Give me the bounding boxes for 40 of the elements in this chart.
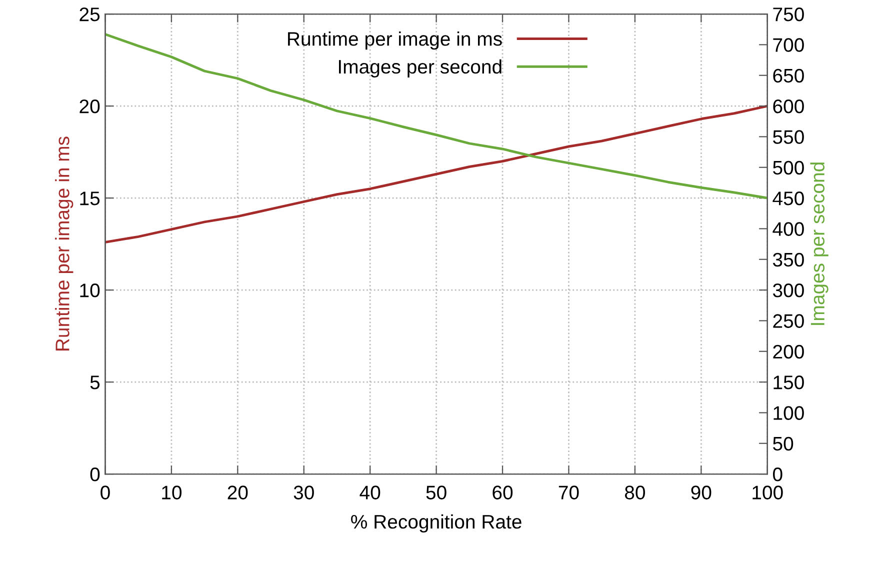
line-series [105, 33, 768, 200]
y2-tick-label: 400 [772, 222, 804, 236]
y2-tick-label: 650 [773, 68, 804, 83]
y-tick-label: 0 [90, 468, 100, 482]
y2-tick-label: 350 [772, 252, 804, 267]
legend-label: Images per second [338, 59, 502, 78]
x-tick-label: 60 [492, 486, 513, 500]
y2-tick-label: 100 [774, 406, 804, 420]
y2-tick-label: 500 [773, 160, 804, 175]
x-tick-label: 40 [360, 486, 380, 500]
y2-tick-label: 700 [773, 38, 804, 52]
x-tick-label: 70 [558, 486, 579, 500]
y2-tick-label: 200 [773, 344, 804, 359]
line-series [105, 104, 768, 244]
legend-label: Runtime per image in ms [288, 32, 502, 50]
y-tick-label: 10 [80, 284, 100, 298]
y2-tick-label: 550 [773, 130, 804, 144]
y-tick-label: 20 [80, 99, 100, 114]
y-axis-title: Runtime per image in ms [55, 136, 74, 350]
y-tick-label: 25 [80, 7, 100, 22]
x-axis-title: % Recognition Rate [351, 514, 522, 533]
x-tick-label: 10 [162, 486, 182, 500]
x-tick-label: 0 [100, 486, 110, 500]
y2-axis-title: Images per second [810, 162, 828, 325]
x-tick-label: 50 [426, 486, 446, 500]
y2-tick-label: 450 [772, 192, 804, 206]
y2-tick-label: 150 [774, 376, 804, 390]
x-tick-label: 20 [228, 486, 248, 500]
x-tick-label: 30 [294, 486, 314, 500]
y2-tick-label: 600 [773, 99, 804, 114]
y-tick-label: 5 [90, 376, 100, 390]
y-tick-label: 15 [80, 192, 100, 206]
x-tick-label: 90 [691, 486, 712, 500]
y2-tick-label: 300 [772, 284, 804, 298]
x-tick-label: 80 [624, 486, 646, 500]
y2-tick-label: 250 [773, 314, 804, 328]
y2-tick-label: 750 [773, 7, 804, 22]
y2-tick-label: 0 [772, 468, 782, 482]
y2-tick-label: 50 [773, 436, 794, 451]
x-tick-label: 100 [752, 486, 783, 500]
